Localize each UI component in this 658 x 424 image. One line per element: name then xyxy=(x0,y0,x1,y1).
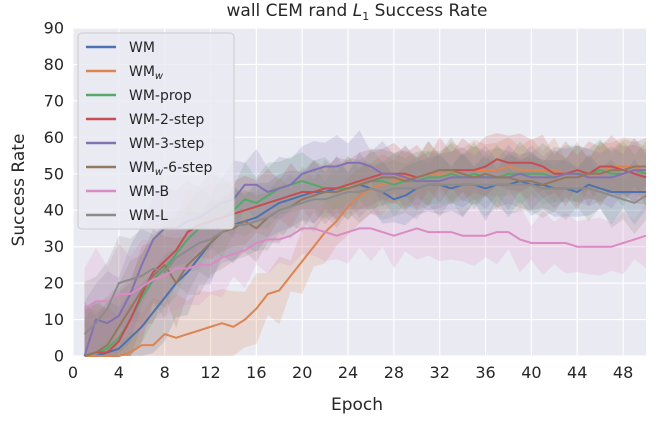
legend-label: WMw xyxy=(129,64,164,82)
legend-label: WMw-6-step xyxy=(129,160,213,178)
x-tick-label: 40 xyxy=(521,363,541,382)
y-tick-label: 10 xyxy=(44,310,64,329)
series-line-wm-l xyxy=(83,183,647,335)
y-tick-label: 60 xyxy=(44,128,64,147)
y-tick-label: 80 xyxy=(44,55,64,74)
x-tick-label: 28 xyxy=(384,363,404,382)
series-line-wmw-6-step xyxy=(84,165,646,357)
series-line-wm-b xyxy=(83,227,647,310)
x-tick-label: 24 xyxy=(338,363,358,382)
x-tick-label: 4 xyxy=(114,363,124,382)
legend-label: WM-prop xyxy=(129,88,192,104)
y-tick-label: 0 xyxy=(54,347,64,366)
y-tick-label: 20 xyxy=(44,274,64,293)
legend-label: WM-L xyxy=(129,208,168,224)
series-line-wmw xyxy=(84,165,647,357)
y-tick-label: 70 xyxy=(44,91,64,110)
y-tick-label: 30 xyxy=(44,237,64,256)
y-axis-title: Success Rate xyxy=(9,134,29,247)
legend-box xyxy=(77,32,235,230)
y-tick-label: 90 xyxy=(44,19,64,38)
y-tick-label: 50 xyxy=(44,164,64,183)
x-tick-label: 44 xyxy=(567,363,587,382)
legend-label: WM-3-step xyxy=(129,136,204,152)
x-tick-label: 8 xyxy=(160,363,170,382)
x-tick-label: 48 xyxy=(613,363,633,382)
x-tick-label: 12 xyxy=(200,363,220,382)
x-tick-label: 0 xyxy=(68,363,78,382)
tick-labels: 0 4 8 12 16 20 24 28 32 36 40 44 4801020304050607080… xyxy=(44,19,634,383)
legend-label: WM xyxy=(129,40,155,56)
band-wmw xyxy=(84,137,646,356)
legend: WM WMw WM-prop WM-2-step WM-3-step WMw-6-step… xyxy=(77,32,235,230)
x-tick-label: 36 xyxy=(475,363,495,382)
x-tick-label: 20 xyxy=(292,363,312,382)
band-wm-b xyxy=(84,195,646,355)
x-axis-title: Epoch xyxy=(331,395,383,415)
legend-label: WM-2-step xyxy=(129,112,204,128)
legend-label: WM-B xyxy=(129,184,169,200)
y-tick-label: 40 xyxy=(44,201,64,220)
band-wmw-6-step xyxy=(84,137,646,356)
series-line-wm-2-step xyxy=(84,158,647,357)
x-tick-label: 16 xyxy=(246,363,266,382)
chart-title: wall CEM rand L1 Success Rate xyxy=(227,1,488,23)
x-tick-label: 32 xyxy=(430,363,450,382)
